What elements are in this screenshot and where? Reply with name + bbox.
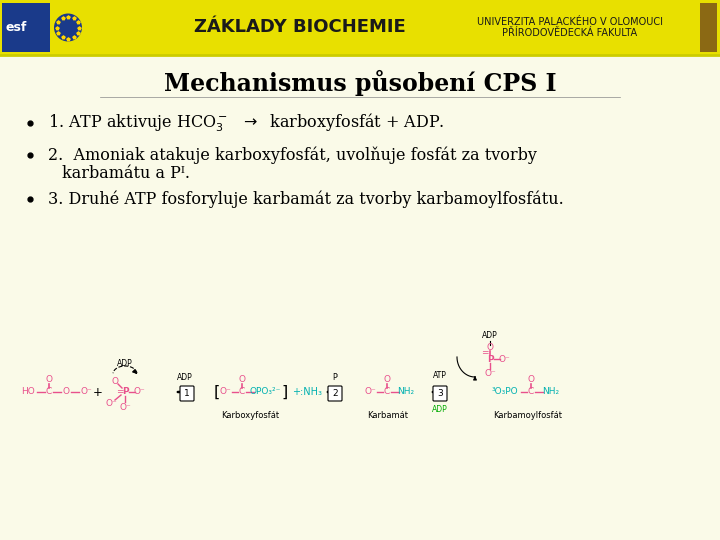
- Text: +:NH₃: +:NH₃: [292, 387, 322, 397]
- Text: O⁻: O⁻: [80, 388, 92, 396]
- FancyBboxPatch shape: [180, 386, 194, 401]
- Text: O: O: [45, 375, 53, 384]
- Text: P: P: [122, 388, 128, 396]
- Text: C: C: [46, 388, 52, 396]
- Text: NH₂: NH₂: [542, 388, 559, 396]
- Text: karbamátu a Pᴵ.: karbamátu a Pᴵ.: [62, 165, 190, 181]
- Text: O⁻: O⁻: [219, 388, 231, 396]
- Text: Karboxyfosfát: Karboxyfosfát: [221, 411, 279, 421]
- Text: O: O: [63, 388, 70, 396]
- Text: ADP: ADP: [432, 406, 448, 415]
- Text: Karbamoylfosfát: Karbamoylfosfát: [493, 411, 562, 421]
- Text: O: O: [384, 375, 390, 384]
- Text: O⁻: O⁻: [133, 388, 145, 396]
- Text: =: =: [481, 348, 489, 357]
- Bar: [2, 3, 50, 52]
- Text: ATP: ATP: [433, 372, 447, 381]
- Text: O⁻: O⁻: [119, 403, 131, 413]
- Text: HO: HO: [21, 388, 35, 396]
- Circle shape: [54, 14, 82, 42]
- Text: O: O: [238, 375, 246, 384]
- FancyBboxPatch shape: [433, 386, 447, 401]
- Bar: [0, 0, 720, 55]
- Text: =: =: [116, 388, 124, 396]
- FancyBboxPatch shape: [700, 3, 717, 52]
- Text: O⁻: O⁻: [105, 400, 117, 408]
- Text: 1. ATP aktivuje HCO$_3^-$  $\rightarrow$  karboxyfosfát + ADP.: 1. ATP aktivuje HCO$_3^-$ $\rightarrow$ …: [48, 112, 444, 134]
- Text: ]: ]: [282, 384, 288, 400]
- Text: O⁻: O⁻: [484, 368, 496, 377]
- Text: O: O: [112, 377, 119, 387]
- Text: ADP: ADP: [117, 360, 133, 368]
- Text: ADP: ADP: [177, 374, 193, 382]
- Text: 1: 1: [184, 388, 190, 397]
- Text: Mechanismus působení CPS I: Mechanismus působení CPS I: [163, 70, 557, 96]
- Text: ³O₃PO: ³O₃PO: [492, 388, 518, 396]
- Text: O: O: [487, 342, 493, 352]
- Text: C: C: [528, 388, 534, 396]
- Text: O⁻: O⁻: [364, 388, 376, 396]
- Text: Karbamát: Karbamát: [367, 411, 408, 421]
- Text: P: P: [487, 354, 493, 363]
- Text: 2.  Amoniak atakuje karboxyfosfát, uvolňuje fosfát za tvorby: 2. Amoniak atakuje karboxyfosfát, uvolňu…: [48, 146, 537, 164]
- FancyBboxPatch shape: [328, 386, 342, 401]
- Text: esf: esf: [5, 21, 27, 34]
- Text: OPO₃²⁻: OPO₃²⁻: [249, 388, 281, 396]
- Text: C: C: [239, 388, 245, 396]
- Text: 3. Druhé ATP fosforyluje karbamát za tvorby karbamoylfosfátu.: 3. Druhé ATP fosforyluje karbamát za tvo…: [48, 190, 564, 208]
- Text: NH₂: NH₂: [397, 388, 415, 396]
- Text: [: [: [214, 384, 220, 400]
- Text: +: +: [93, 386, 103, 399]
- Text: C: C: [384, 388, 390, 396]
- Text: 3: 3: [437, 388, 443, 397]
- Text: 2: 2: [332, 388, 338, 397]
- Text: Pᴵ: Pᴵ: [332, 374, 338, 382]
- Text: ADP: ADP: [482, 330, 498, 340]
- Text: O⁻: O⁻: [498, 354, 510, 363]
- Text: ZÁKLADY BIOCHEMIE: ZÁKLADY BIOCHEMIE: [194, 18, 406, 37]
- Text: O: O: [528, 375, 534, 384]
- Text: UNIVERZITA PALACKÉHO V OLOMOUCI
PŘÍRODOVĚDECKÁ FAKULTA: UNIVERZITA PALACKÉHO V OLOMOUCI PŘÍRODOV…: [477, 17, 663, 38]
